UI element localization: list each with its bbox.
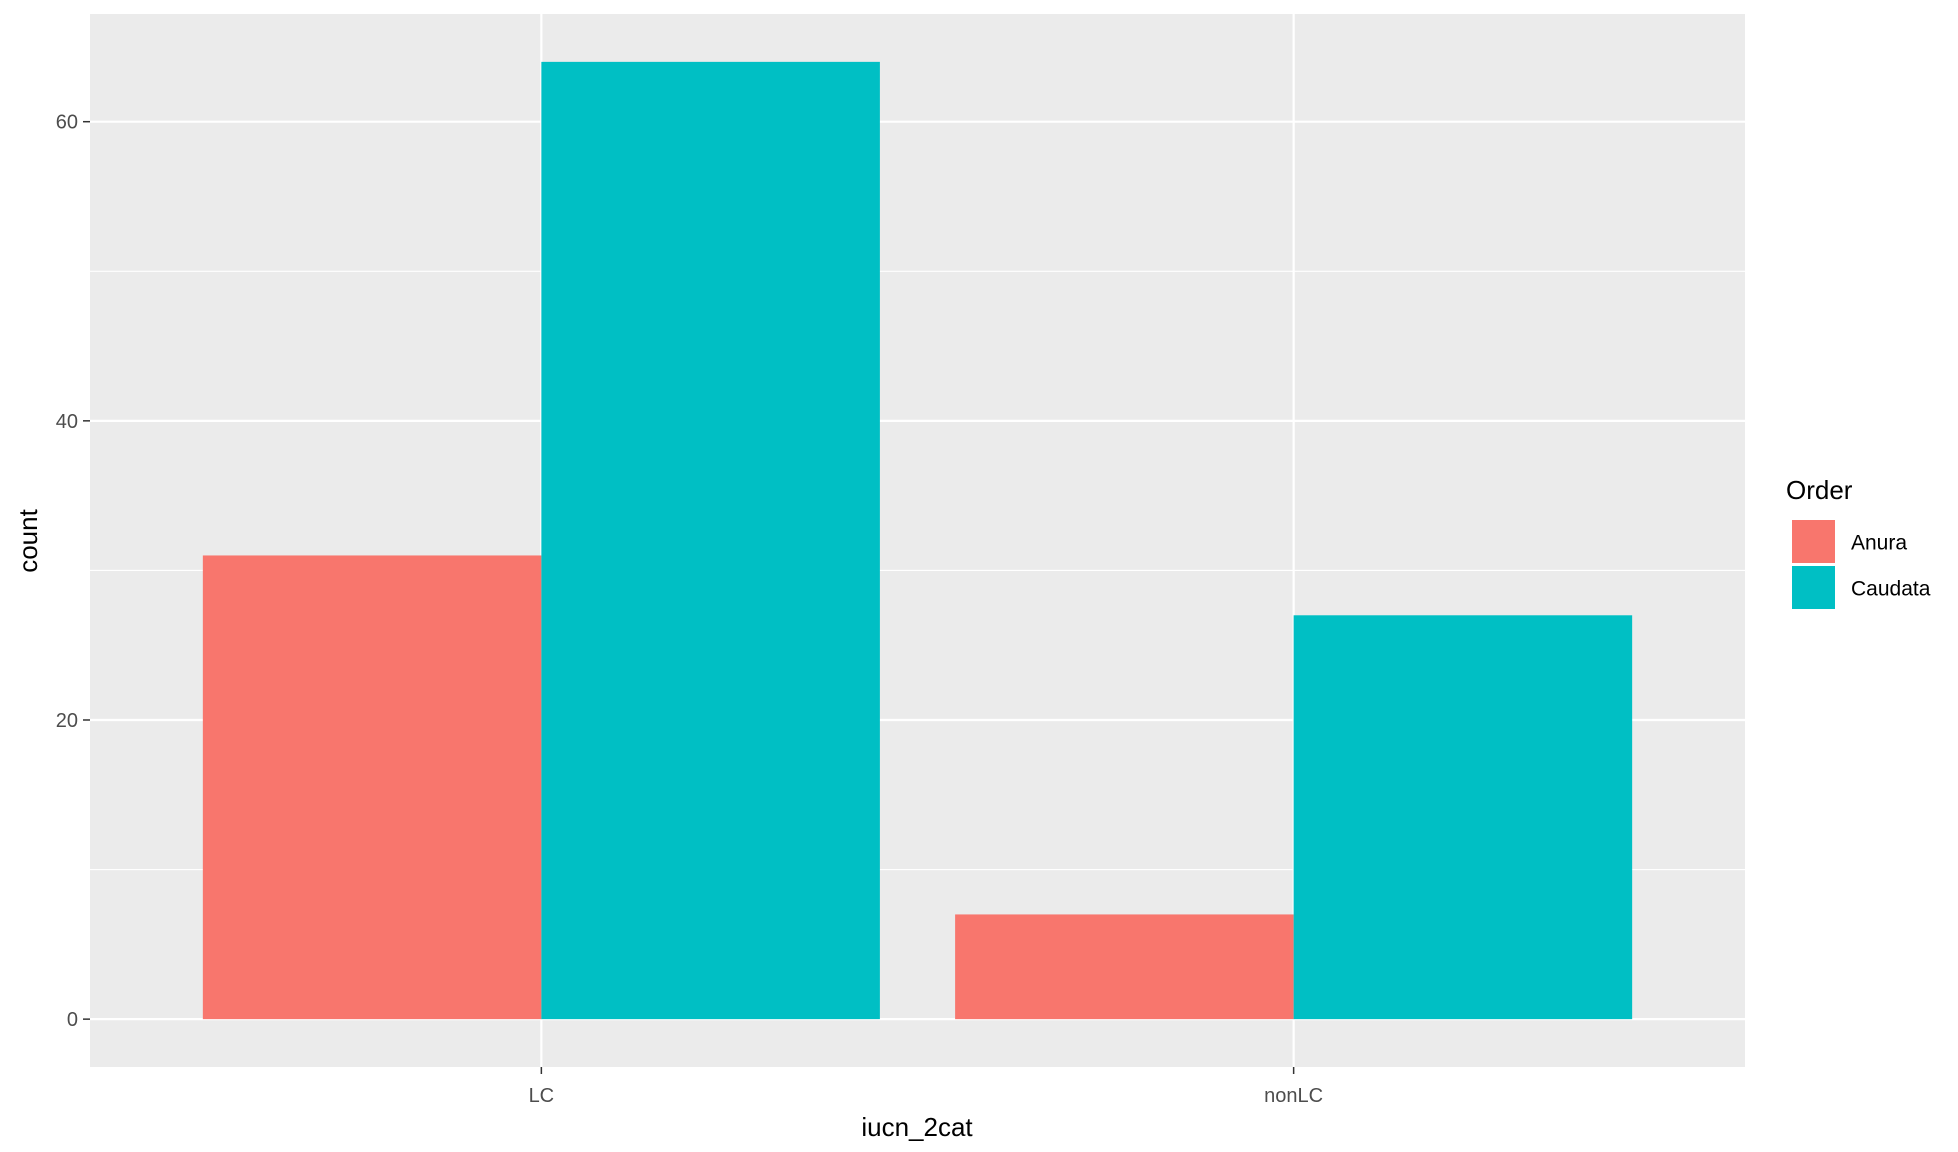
x-axis: LC nonLC (529, 1067, 1323, 1107)
legend: Order Anura Caudata (1786, 475, 1931, 609)
y-tick-label: 20 (56, 710, 78, 732)
x-axis-title: iucn_2cat (861, 1112, 973, 1142)
y-axis: 0 20 40 60 (56, 112, 90, 1031)
bar-caudata-lc (541, 61, 880, 1020)
bar-anura-nonlc (955, 914, 1294, 1020)
legend-items: Anura Caudata (1792, 520, 1931, 609)
y-tick-label: 40 (56, 411, 78, 433)
legend-label-caudata: Caudata (1851, 578, 1931, 601)
legend-title: Order (1786, 475, 1853, 505)
legend-key-anura (1792, 520, 1835, 563)
x-tick-label: LC (529, 1085, 555, 1107)
bar-caudata-nonlc (1293, 615, 1633, 1020)
bar-anura-lc (202, 555, 542, 1020)
bars (202, 61, 1633, 1020)
y-tick-label: 60 (56, 112, 78, 134)
y-tick-label: 0 (67, 1009, 78, 1031)
legend-label-anura: Anura (1851, 532, 1907, 555)
x-tick-label: nonLC (1264, 1085, 1323, 1107)
legend-key-caudata (1792, 566, 1835, 609)
y-axis-title: count (13, 508, 43, 572)
